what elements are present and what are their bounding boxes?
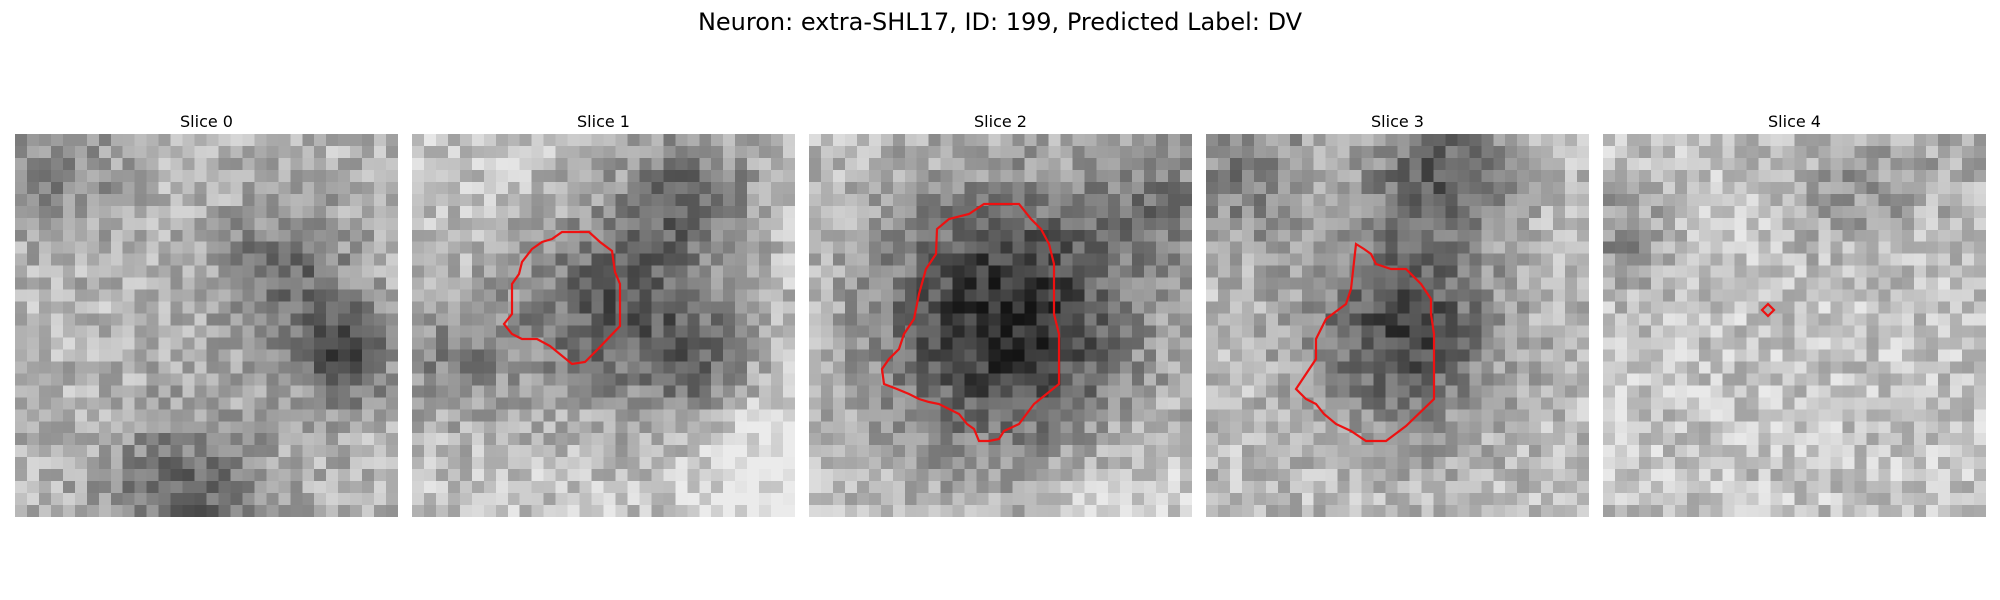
slice-title: Slice 2 bbox=[974, 112, 1027, 131]
slice-title: Slice 3 bbox=[1371, 112, 1424, 131]
contour-overlay bbox=[880, 202, 1061, 443]
contour-overlay bbox=[1760, 302, 1776, 318]
segmentation-contour bbox=[1294, 242, 1436, 443]
slice-title: Slice 1 bbox=[577, 112, 630, 131]
segmentation-contour bbox=[880, 202, 1061, 443]
segmentation-contour bbox=[502, 230, 622, 366]
contour-overlay bbox=[1294, 242, 1436, 443]
slice-image bbox=[1603, 134, 1986, 517]
slice-pixels bbox=[412, 134, 795, 517]
slice-pixels bbox=[1206, 134, 1589, 517]
contour-overlay bbox=[15, 134, 398, 517]
slice-title: Slice 4 bbox=[1768, 112, 1821, 131]
slice-image bbox=[1206, 134, 1589, 517]
slice-pixels bbox=[1603, 134, 1986, 517]
slice-pixels bbox=[15, 134, 398, 517]
figure-title: Neuron: extra-SHL17, ID: 199, Predicted … bbox=[697, 8, 1303, 36]
slice-pixels bbox=[809, 134, 1192, 517]
slice-image bbox=[412, 134, 795, 517]
slice-title: Slice 0 bbox=[180, 112, 233, 131]
slice-image bbox=[809, 134, 1192, 517]
slice-image bbox=[15, 134, 398, 517]
segmentation-contour bbox=[1760, 302, 1776, 318]
contour-overlay bbox=[502, 230, 622, 366]
